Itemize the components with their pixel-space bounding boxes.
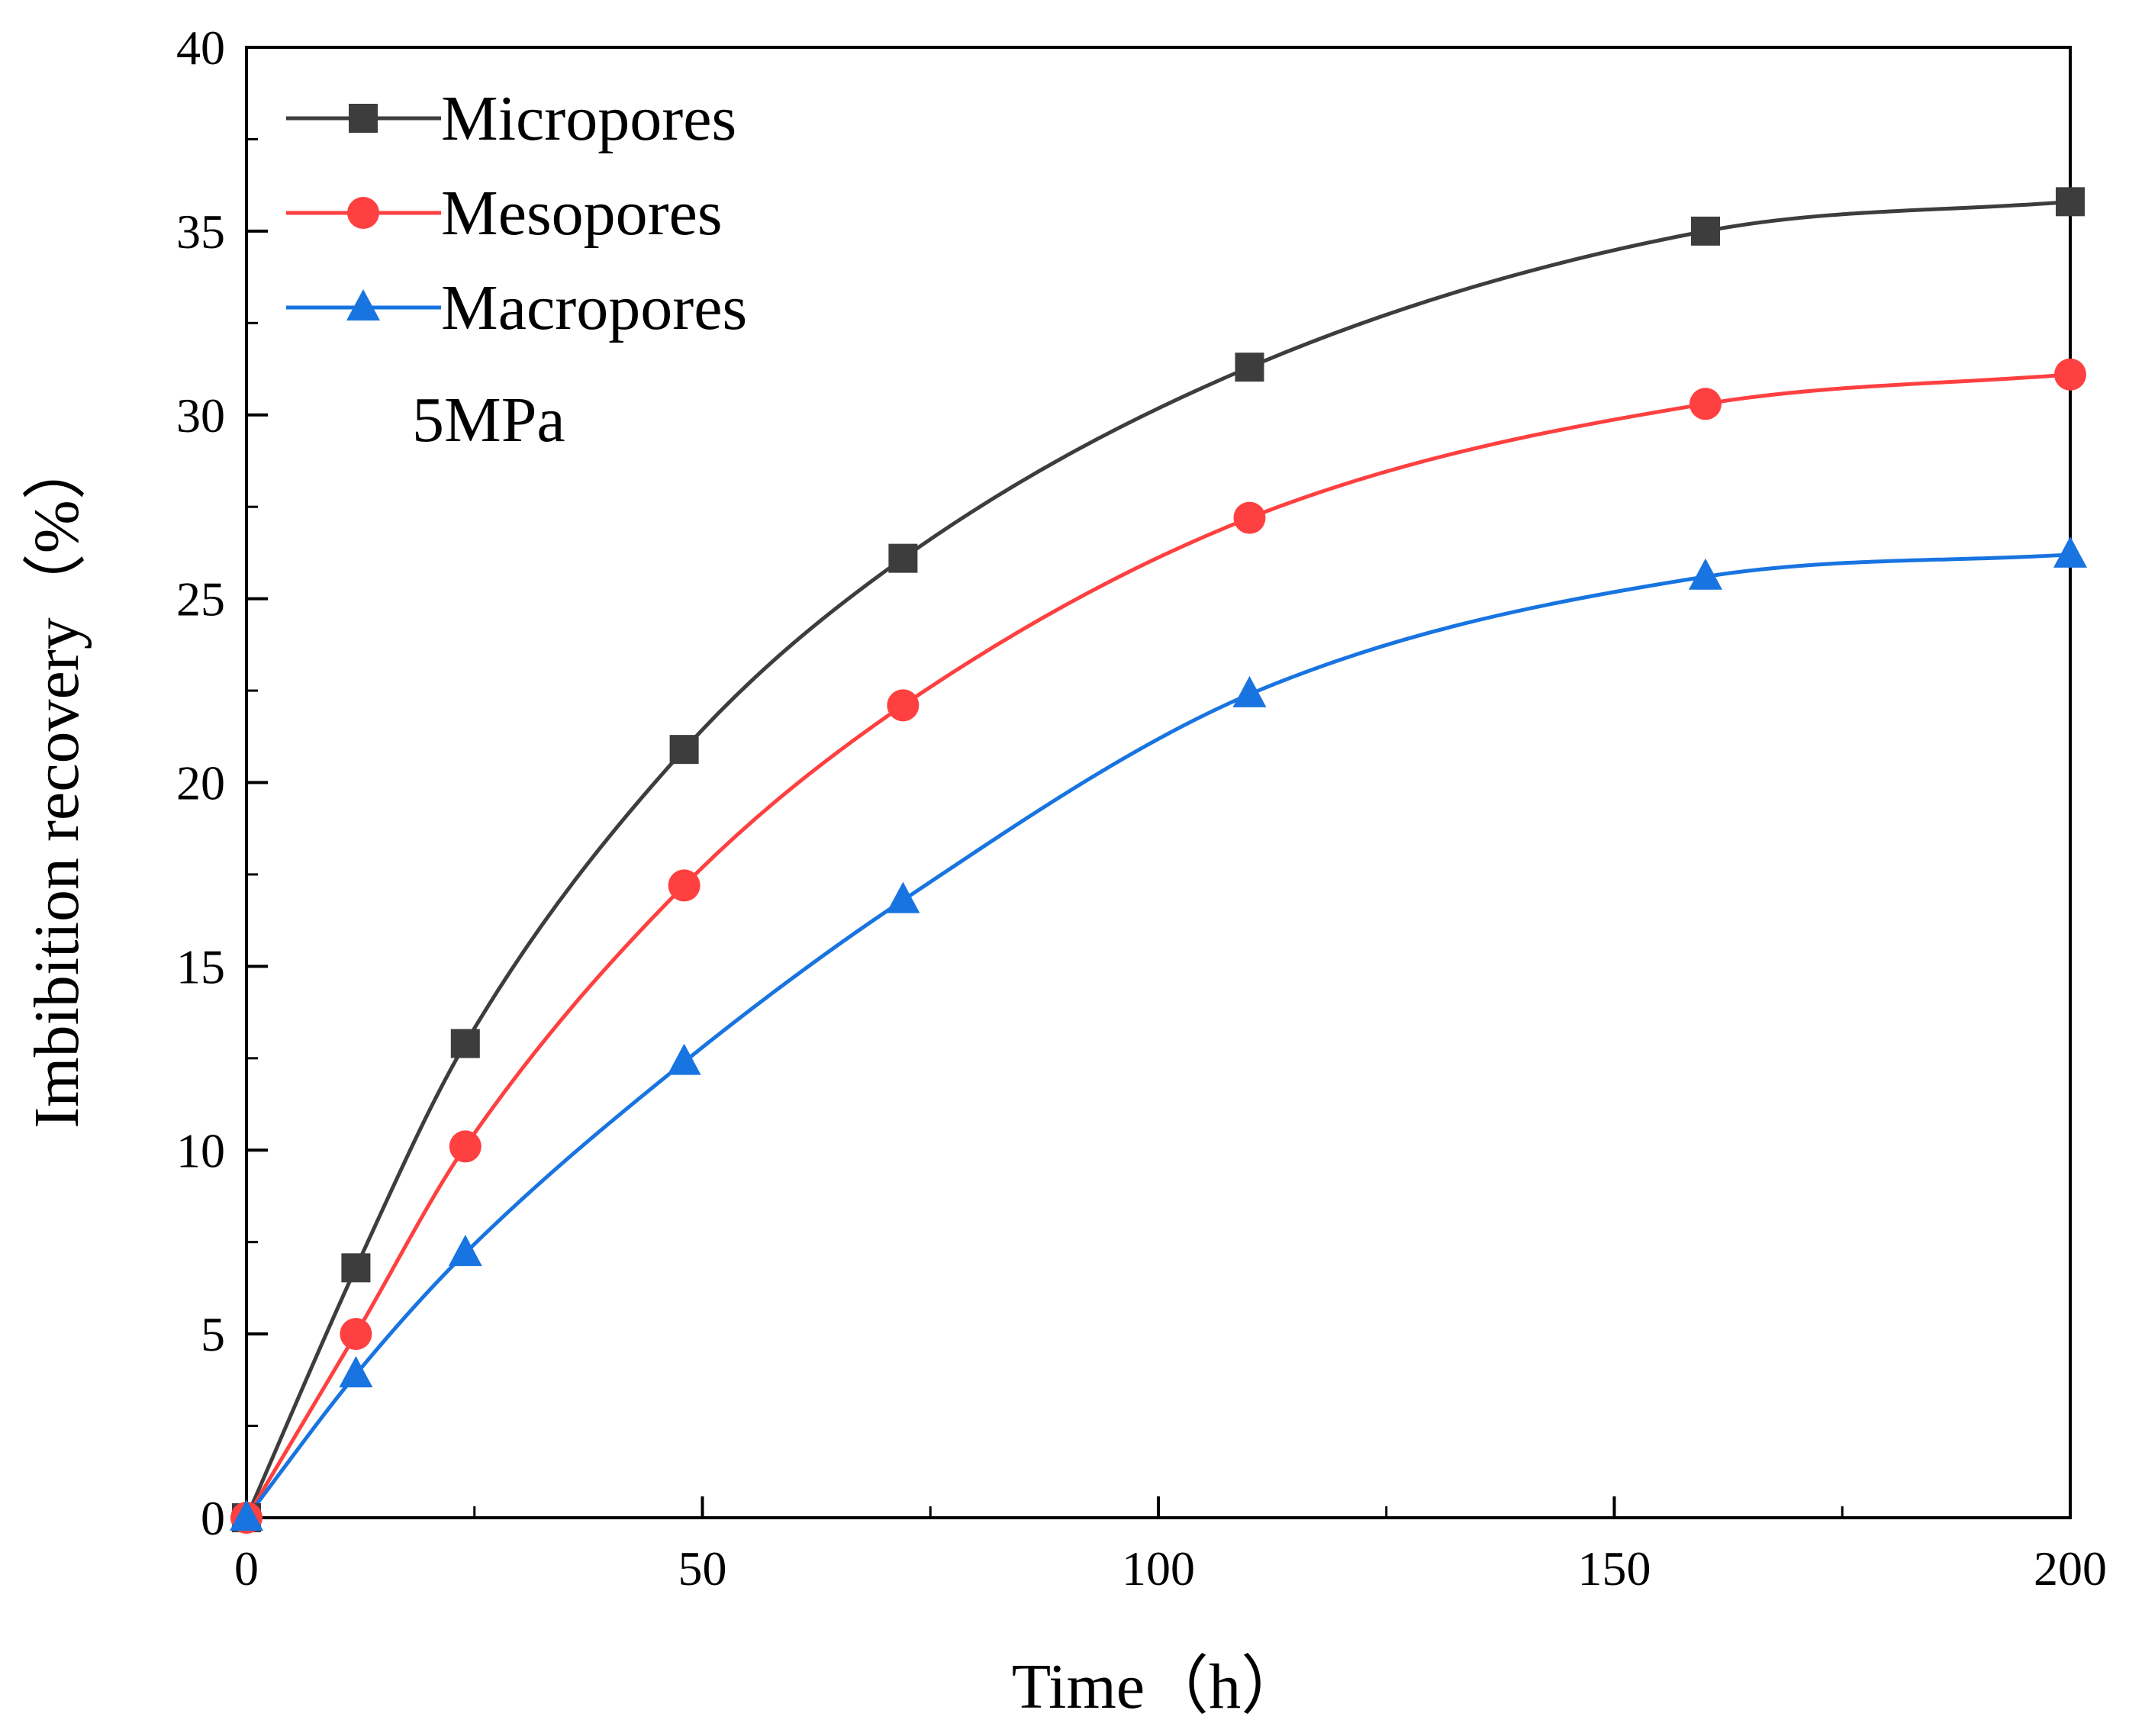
x-tick-label: 150 bbox=[1578, 1541, 1651, 1596]
micropores-point bbox=[341, 1253, 371, 1283]
mesopores-point bbox=[340, 1318, 372, 1351]
y-tick-label: 25 bbox=[176, 572, 225, 626]
series-markers bbox=[230, 187, 2087, 1534]
micropores-point bbox=[450, 1029, 480, 1058]
y-tick-label: 30 bbox=[176, 388, 225, 443]
x-tick-label: 200 bbox=[2034, 1541, 2107, 1596]
y-tick-label: 0 bbox=[201, 1491, 225, 1545]
mesopores-point bbox=[449, 1130, 482, 1163]
pressure-annotation: 5MPa bbox=[412, 385, 565, 456]
macropores-point bbox=[1232, 675, 1267, 707]
micropores-point bbox=[888, 543, 918, 573]
axis-ticks bbox=[245, 46, 2072, 1519]
y-tick-label: 40 bbox=[176, 21, 225, 75]
y-tick-label: 15 bbox=[176, 939, 225, 994]
plot-frame bbox=[245, 46, 2072, 1519]
legend-macropores-label: Macropores bbox=[441, 272, 747, 343]
y-tick-label: 20 bbox=[176, 756, 225, 810]
macropores-point bbox=[2053, 536, 2087, 568]
legend: Micropores Mesopores Macropores bbox=[286, 83, 747, 343]
micropores-point bbox=[669, 735, 699, 765]
mesopores-point bbox=[2054, 358, 2086, 391]
legend-micropores-label: Micropores bbox=[441, 83, 736, 154]
mesopores-point bbox=[887, 689, 920, 722]
macropores-point bbox=[1689, 558, 1722, 590]
macropores-point bbox=[230, 1499, 263, 1531]
y-tick-label: 5 bbox=[201, 1307, 225, 1361]
y-axis-title: Imbibition recovery（%） bbox=[21, 436, 92, 1128]
y-tick-label: 10 bbox=[176, 1123, 225, 1177]
x-tick-label: 0 bbox=[234, 1541, 259, 1596]
micropores-point bbox=[1235, 353, 1264, 382]
macropores-point bbox=[886, 881, 920, 913]
macropores-point bbox=[339, 1356, 373, 1388]
micropores-point bbox=[1691, 216, 1720, 246]
legend-mesopores-marker bbox=[347, 197, 379, 229]
macropores-point bbox=[448, 1235, 482, 1267]
legend-mesopores-label: Mesopores bbox=[441, 178, 723, 249]
y-tick-label: 35 bbox=[176, 205, 225, 259]
mesopores-point bbox=[668, 869, 701, 902]
mesopores-point bbox=[1233, 501, 1266, 534]
mesopores-line bbox=[244, 372, 2071, 1519]
legend-macropores-marker bbox=[346, 289, 380, 320]
macropores-point bbox=[667, 1043, 701, 1075]
mesopores-point bbox=[1689, 388, 1722, 420]
axis-tick-labels: 0 50 100 150 200 0 5 10 15 20 25 30 35 40 bbox=[176, 21, 2107, 1596]
x-tick-label: 50 bbox=[678, 1541, 727, 1596]
x-tick-label: 100 bbox=[1122, 1541, 1195, 1596]
x-axis-title: Time（h） bbox=[1012, 1651, 1305, 1722]
micropores-point bbox=[2056, 187, 2085, 217]
macropores-line bbox=[245, 552, 2071, 1519]
micropores-line bbox=[244, 199, 2071, 1519]
legend-micropores-marker bbox=[349, 104, 378, 133]
